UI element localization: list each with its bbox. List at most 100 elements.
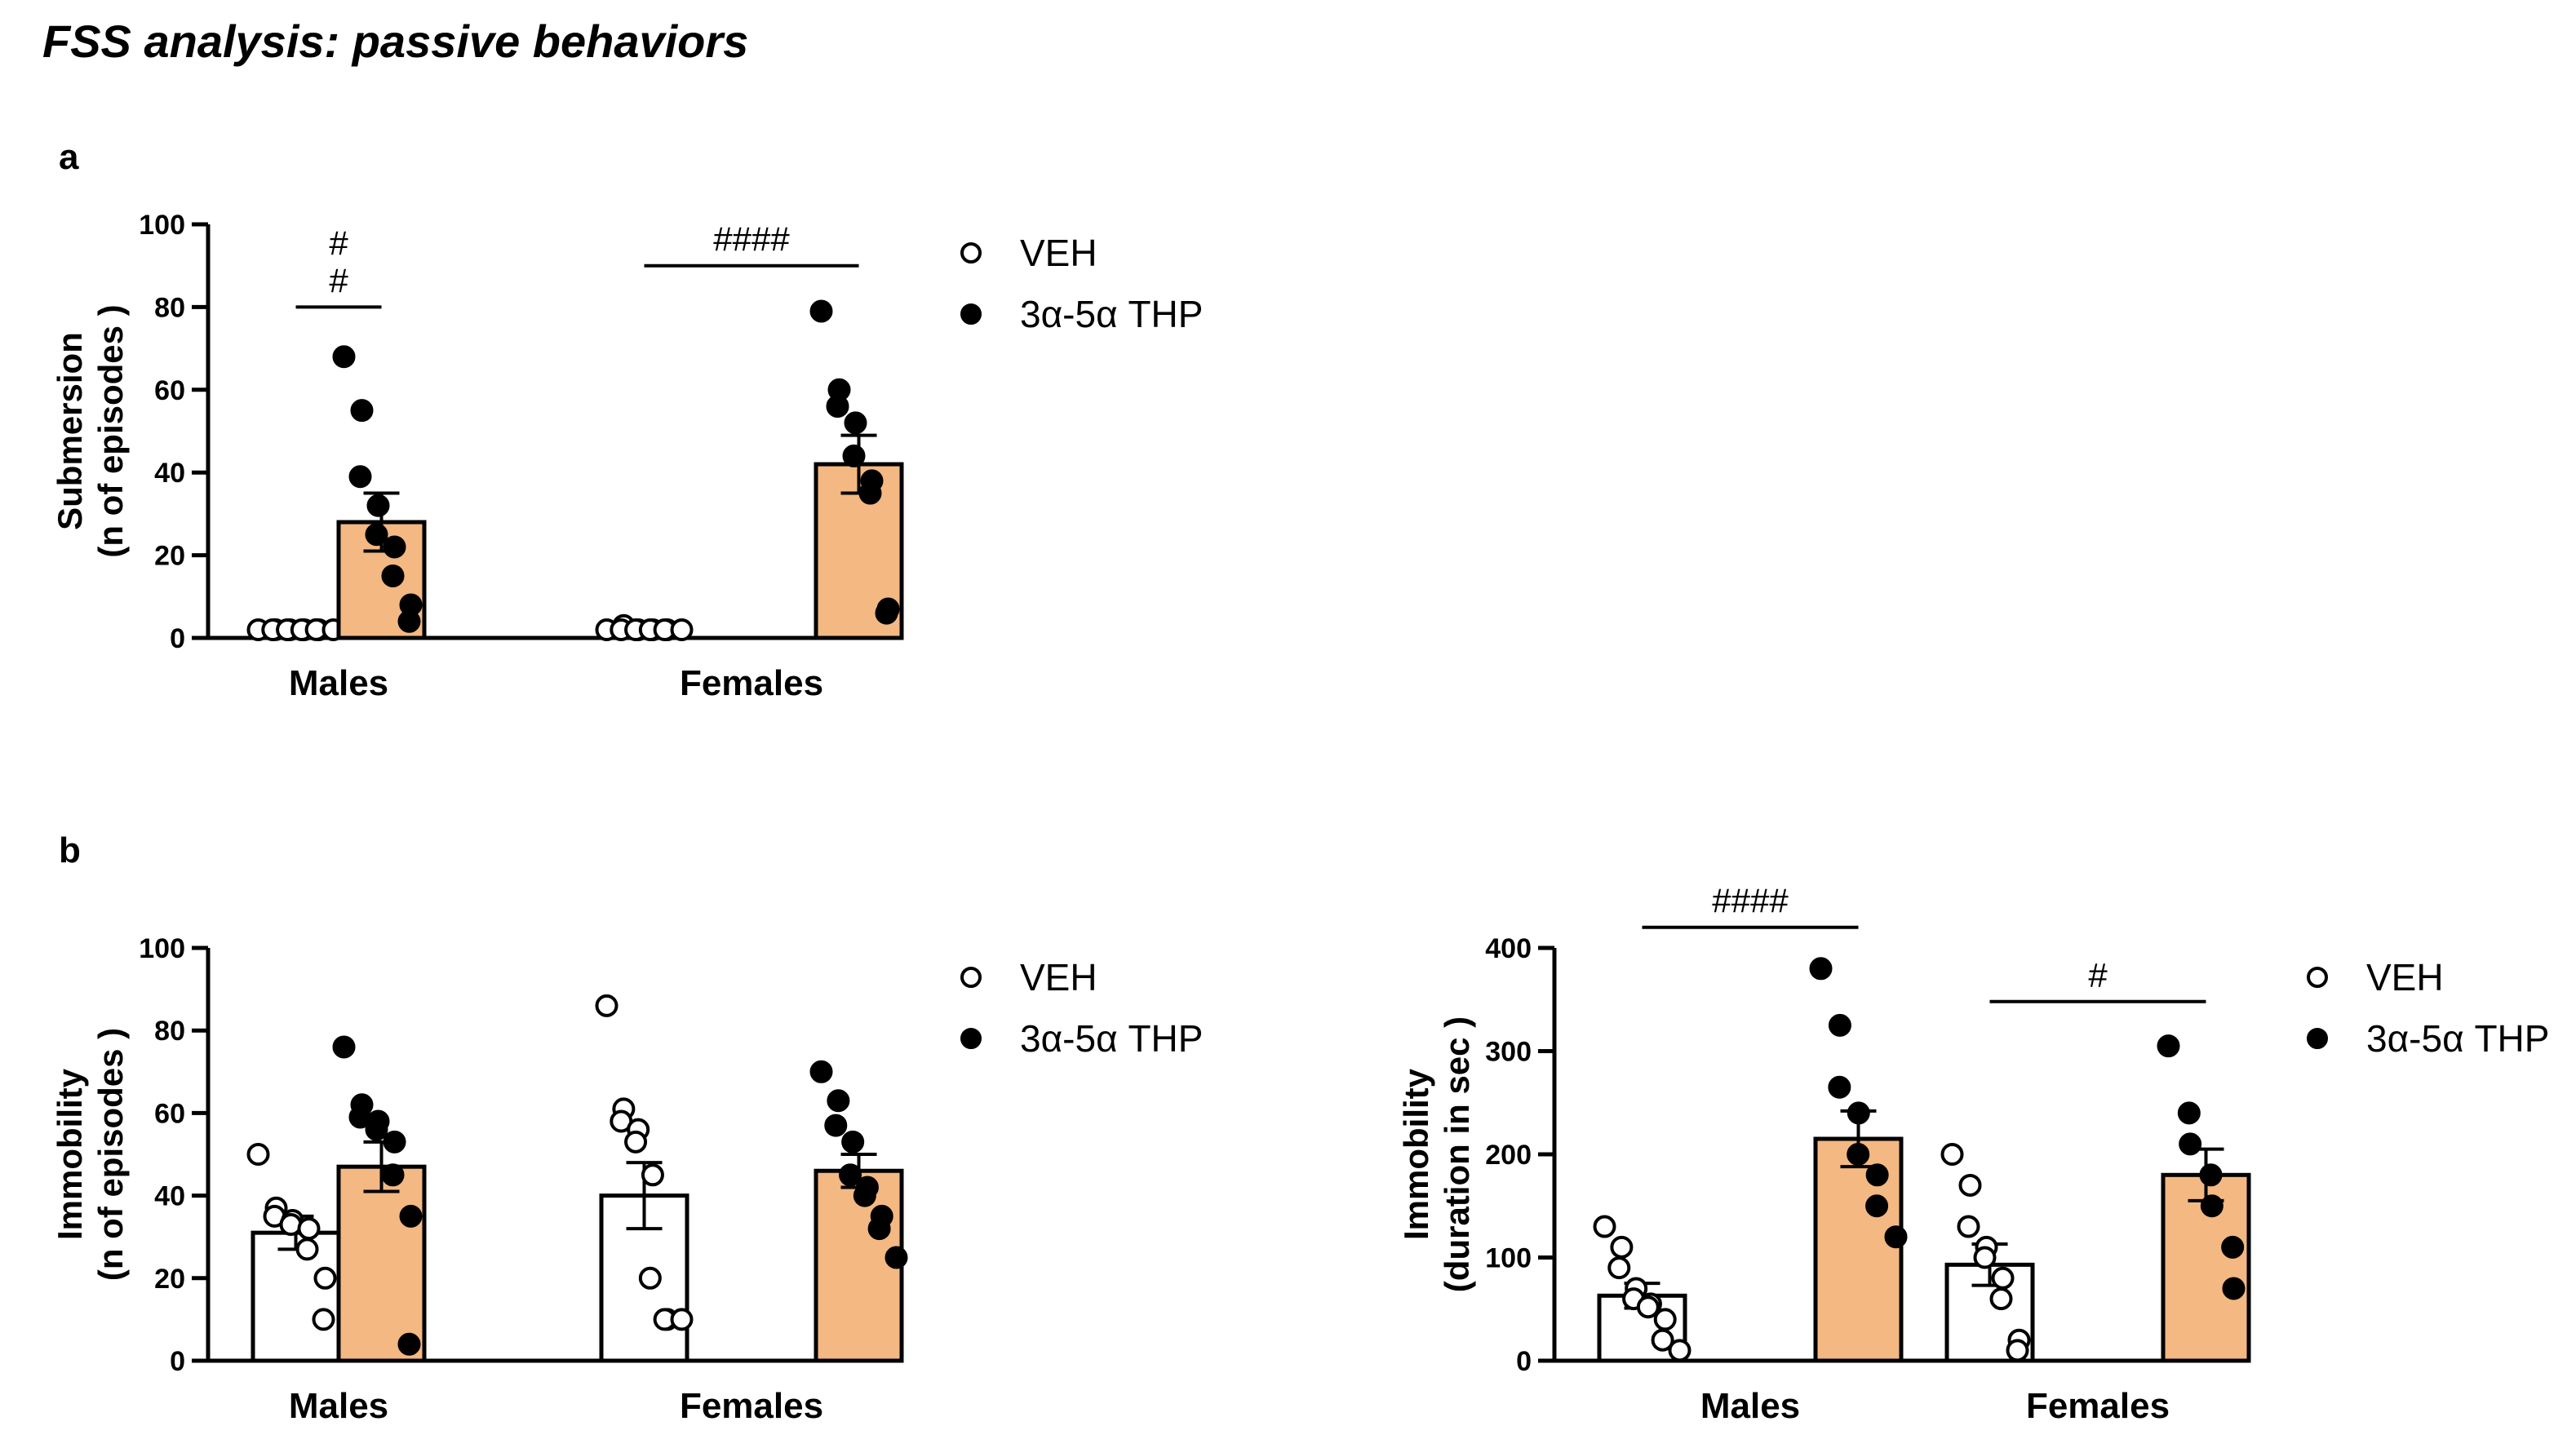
data-point-thp bbox=[839, 1163, 862, 1187]
data-point-thp bbox=[381, 1163, 405, 1187]
data-point-thp bbox=[842, 444, 866, 467]
legend-marker bbox=[960, 967, 982, 988]
data-point-thp bbox=[397, 609, 421, 633]
legend-marker bbox=[960, 1028, 982, 1049]
data-point-veh bbox=[1607, 1256, 1631, 1280]
data-point-thp bbox=[858, 481, 882, 505]
data-point-veh bbox=[670, 618, 694, 641]
data-point-veh bbox=[1653, 1308, 1677, 1331]
legend-marker bbox=[2307, 1028, 2328, 1049]
data-point-veh bbox=[1651, 1328, 1674, 1352]
significance-label: # bbox=[329, 224, 348, 262]
bar bbox=[1813, 1136, 1904, 1363]
significance-label: #### bbox=[1712, 882, 1789, 920]
data-point-thp bbox=[348, 465, 372, 489]
y-tick-label: 80 bbox=[154, 1016, 185, 1047]
y-tick-label: 80 bbox=[154, 292, 185, 323]
data-point-thp bbox=[1847, 1101, 1870, 1125]
legend-label: VEH bbox=[1020, 232, 1097, 274]
y-tick-label: 0 bbox=[170, 1346, 185, 1377]
data-point-veh bbox=[1958, 1173, 1982, 1197]
significance-label: #### bbox=[713, 220, 790, 259]
x-category-label: Males bbox=[1700, 1386, 1800, 1426]
data-point-thp bbox=[365, 1118, 388, 1141]
data-point-veh bbox=[297, 1217, 321, 1241]
legend-label: VEH bbox=[1020, 956, 1097, 999]
legend-marker bbox=[2307, 967, 2328, 988]
y-tick-label: 20 bbox=[154, 541, 185, 572]
data-point-thp bbox=[383, 535, 406, 559]
y-axis-label: (n of episodes ) bbox=[91, 1028, 130, 1281]
data-point-veh bbox=[313, 1266, 337, 1290]
data-point-veh bbox=[638, 1266, 662, 1290]
data-point-thp bbox=[350, 399, 374, 423]
legend-label: VEH bbox=[2366, 956, 2444, 999]
data-point-veh bbox=[1610, 1235, 1634, 1259]
data-point-thp bbox=[366, 494, 390, 517]
y-tick-label: 100 bbox=[1485, 1243, 1532, 1274]
y-axis-label: (duration in sec ) bbox=[1438, 1016, 1476, 1292]
data-point-veh bbox=[1940, 1143, 1964, 1166]
x-category-label: Males bbox=[289, 663, 388, 703]
data-point-veh bbox=[2006, 1339, 2029, 1362]
legend-label: 3α-5α THP bbox=[2366, 1017, 2549, 1060]
data-point-thp bbox=[1847, 1143, 1870, 1166]
y-tick-label: 60 bbox=[154, 375, 185, 406]
data-point-thp bbox=[826, 395, 849, 418]
data-point-thp bbox=[1884, 1225, 1908, 1249]
y-tick-label: 300 bbox=[1485, 1037, 1532, 1068]
data-point-veh bbox=[1973, 1246, 1997, 1269]
data-point-veh bbox=[1668, 1339, 1691, 1362]
data-point-veh bbox=[1989, 1287, 2013, 1311]
y-tick-label: 0 bbox=[1516, 1346, 1532, 1377]
data-point-thp bbox=[827, 1089, 850, 1113]
significance-label: # bbox=[2088, 956, 2108, 994]
legend-label: 3α-5α THP bbox=[1020, 293, 1203, 335]
data-point-thp bbox=[885, 1246, 908, 1269]
data-point-thp bbox=[841, 1130, 865, 1154]
significance-label: # bbox=[329, 261, 348, 299]
bar bbox=[251, 1230, 341, 1363]
data-point-veh bbox=[246, 1143, 270, 1166]
data-point-thp bbox=[875, 601, 898, 625]
data-point-thp bbox=[1828, 1075, 1851, 1099]
data-point-veh bbox=[1593, 1215, 1616, 1238]
data-point-thp bbox=[2222, 1277, 2246, 1300]
chart-submersion: 0 20 40 60 80 100 Submersion (n of episodes ) Ma… bbox=[51, 210, 1203, 703]
data-point-thp bbox=[332, 1035, 356, 1059]
data-point-thp bbox=[1865, 1194, 1889, 1218]
data-point-thp bbox=[2221, 1235, 2245, 1259]
y-tick-label: 40 bbox=[154, 1181, 185, 1212]
data-point-thp bbox=[867, 1217, 891, 1241]
figure-title: FSS analysis: passive behaviors bbox=[42, 15, 749, 67]
data-point-thp bbox=[397, 1332, 421, 1356]
legend-label: 3α-5α THP bbox=[1020, 1017, 1203, 1060]
data-point-thp bbox=[332, 345, 356, 369]
data-point-veh bbox=[1636, 1295, 1660, 1319]
data-point-thp bbox=[2179, 1132, 2202, 1156]
y-tick-label: 100 bbox=[139, 210, 185, 241]
y-axis-label: Immobility bbox=[51, 1068, 89, 1240]
y-tick-label: 60 bbox=[154, 1098, 185, 1129]
data-point-thp bbox=[399, 1204, 423, 1228]
data-point-thp bbox=[2200, 1194, 2224, 1218]
data-point-thp bbox=[809, 299, 833, 323]
data-point-veh bbox=[641, 1163, 664, 1187]
data-point-thp bbox=[809, 1060, 833, 1083]
data-point-thp bbox=[844, 411, 867, 435]
data-point-veh bbox=[279, 1213, 303, 1237]
data-point-thp bbox=[2157, 1034, 2180, 1058]
data-point-thp bbox=[1828, 1013, 1851, 1037]
x-category-label: Females bbox=[680, 1386, 823, 1426]
y-axis-label: (n of episodes ) bbox=[91, 304, 130, 557]
data-point-thp bbox=[824, 1114, 848, 1137]
x-category-label: Males bbox=[289, 1386, 388, 1426]
data-point-veh bbox=[1957, 1215, 1980, 1238]
data-point-thp bbox=[383, 1130, 406, 1154]
y-tick-label: 200 bbox=[1485, 1140, 1532, 1171]
panel-label-a: a bbox=[59, 137, 79, 177]
legend-marker bbox=[960, 242, 982, 263]
data-point-veh bbox=[1991, 1266, 2015, 1290]
y-axis-label: Immobility bbox=[1397, 1068, 1435, 1240]
